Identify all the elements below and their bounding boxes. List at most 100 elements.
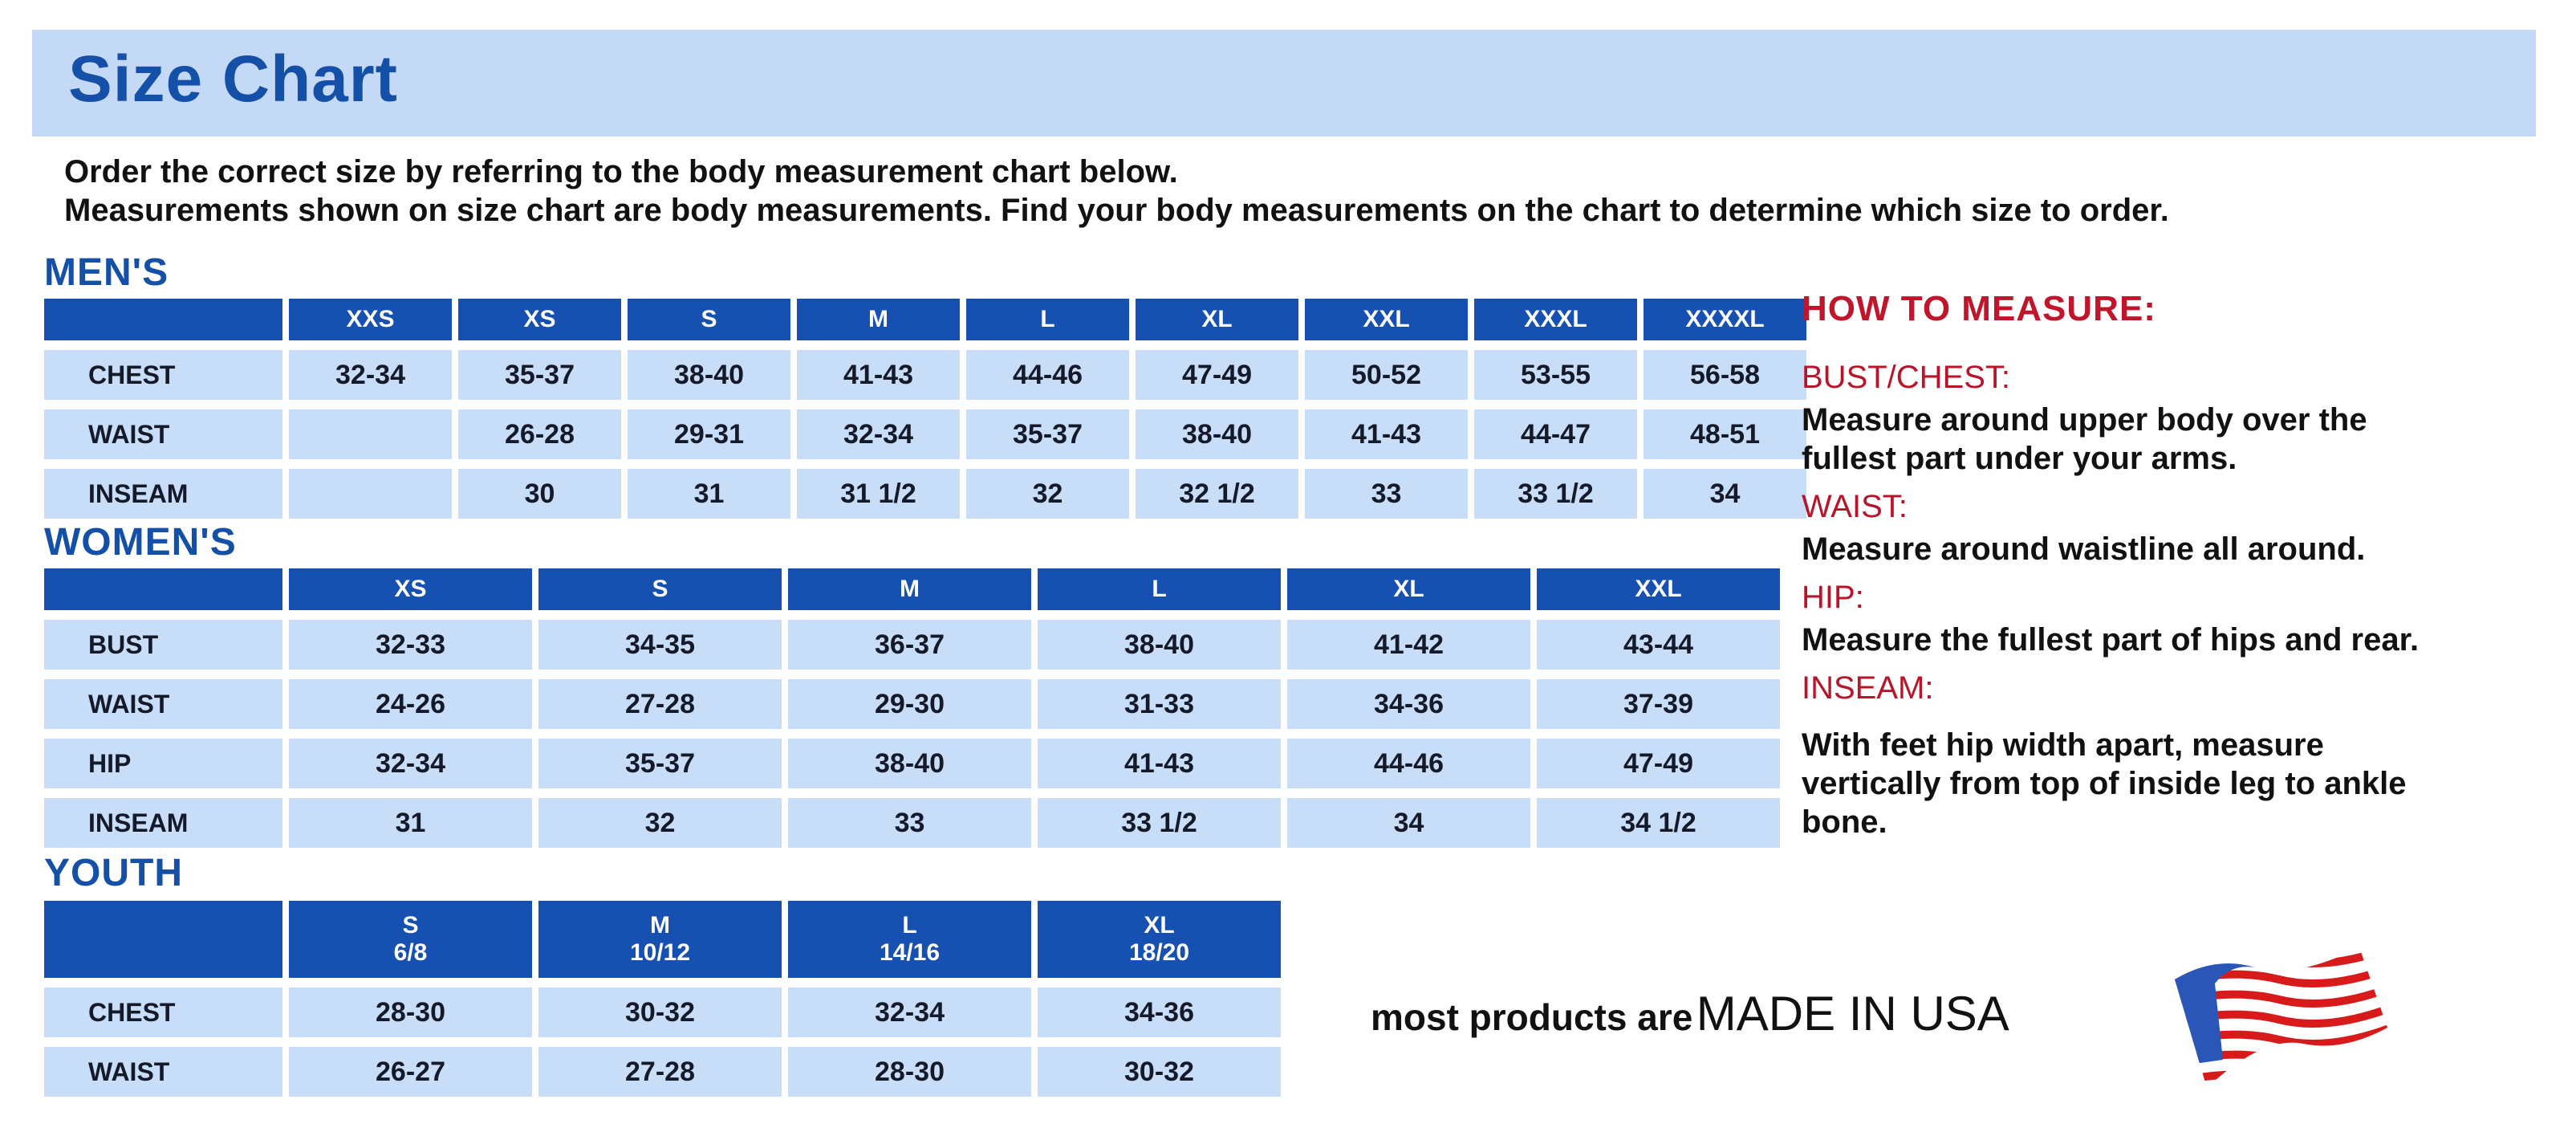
size-header-cell: L	[1038, 568, 1281, 610]
size-header-cell: XXXXL	[1644, 299, 1806, 340]
table-row: CHEST 28-30 30-32 32-34 34-36	[44, 987, 1287, 1037]
measurement-cell: 28-30	[289, 987, 532, 1037]
measurement-cell: 37-39	[1537, 679, 1780, 729]
measurement-cell: 38-40	[1038, 620, 1281, 670]
measurement-cell: 34-35	[538, 620, 782, 670]
table-row: HIP 32-34 35-37 38-40 41-43 44-46 47-49	[44, 739, 1786, 788]
measurement-cell: 32 1/2	[1136, 469, 1298, 519]
size-label: M	[868, 306, 888, 332]
us-flag-icon	[2175, 947, 2387, 1088]
row-label: HIP	[44, 739, 282, 788]
intro-line: Order the correct size by referring to t…	[64, 154, 1178, 189]
measurement-cell: 31 1/2	[797, 469, 960, 519]
measurement-cell: 27-28	[538, 679, 782, 729]
size-label: M	[650, 912, 670, 939]
size-header-cell: XXS	[289, 299, 452, 340]
measure-label: BUST/CHEST:	[1802, 360, 2011, 395]
size-label: XXL	[1363, 306, 1410, 332]
measurement-cell: 47-49	[1537, 739, 1780, 788]
measurement-cell: 32-33	[289, 620, 532, 670]
table-row: WAIST 26-28 29-31 32-34 35-37 38-40 41-43 44-47…	[44, 409, 1813, 459]
mens-size-table: XXS XS S M L XL XXL XXXL XXXXL CHEST 32-34 35-37 38-…	[44, 299, 1813, 528]
youth-size-table: S 6/8 M 10/12 L 14/16 XL 18/20 CHEST 28-30 30-32 32…	[44, 901, 1287, 1106]
measurement-cell: 41-43	[1305, 409, 1468, 459]
size-header-cell: M	[797, 299, 960, 340]
size-label: XXS	[346, 306, 395, 332]
measurement-cell: 33 1/2	[1038, 798, 1281, 848]
measurement-cell: 41-43	[797, 350, 960, 400]
measurement-cell: 34	[1287, 798, 1530, 848]
measurement-cell: 33 1/2	[1474, 469, 1637, 519]
measurement-cell: 33	[788, 798, 1031, 848]
size-label: 10/12	[629, 939, 691, 966]
size-label: 18/20	[1128, 939, 1190, 966]
measurement-cell: 56-58	[1644, 350, 1806, 400]
measurement-cell: 38-40	[1136, 409, 1298, 459]
size-header-cell: XXL	[1537, 568, 1780, 610]
measurement-cell: 35-37	[538, 739, 782, 788]
measurement-cell: 44-46	[966, 350, 1129, 400]
measurement-cell: 41-43	[1038, 739, 1281, 788]
youth-label: YOUTH	[44, 852, 183, 894]
measure-text: With feet hip width apart, measure verti…	[1802, 727, 2407, 840]
intro-text: Order the correct size by referring to t…	[64, 153, 2169, 230]
size-label: XL	[1201, 306, 1233, 332]
size-header-cell: XL 18/20	[1038, 901, 1281, 978]
measurement-cell: 44-47	[1474, 409, 1637, 459]
measure-text: Measure around upper body over the fulle…	[1802, 402, 2367, 476]
measurement-cell: 32	[966, 469, 1129, 519]
size-label: M	[900, 576, 920, 602]
measurement-cell: 31	[289, 798, 532, 848]
size-header-cell: XS	[458, 299, 621, 340]
measurement-cell: 32-34	[289, 739, 532, 788]
row-label: WAIST	[44, 679, 282, 729]
measurement-cell: 26-27	[289, 1047, 532, 1097]
table-header-row: S 6/8 M 10/12 L 14/16 XL 18/20	[44, 901, 1287, 978]
measurement-cell: 44-46	[1287, 739, 1530, 788]
table-row: BUST 32-33 34-35 36-37 38-40 41-42 43-44	[44, 620, 1786, 670]
measurement-cell: 24-26	[289, 679, 532, 729]
measurement-cell: 43-44	[1537, 620, 1780, 670]
size-label: XXL	[1635, 576, 1682, 602]
intro-line: Measurements shown on size chart are bod…	[64, 193, 2169, 228]
measurement-cell: 31	[628, 469, 790, 519]
measurement-cell	[289, 409, 452, 459]
measurement-cell: 48-51	[1644, 409, 1806, 459]
measurement-cell: 41-42	[1287, 620, 1530, 670]
mens-label: MEN'S	[44, 251, 169, 294]
measurement-cell: 29-30	[788, 679, 1031, 729]
how-to-measure-heading: HOW TO MEASURE:	[1802, 289, 2156, 328]
page-title: Size Chart	[68, 43, 398, 116]
size-label: S	[701, 306, 717, 332]
row-label: INSEAM	[44, 798, 282, 848]
measurement-cell: 32-34	[788, 987, 1031, 1037]
measurement-cell: 32-34	[289, 350, 452, 400]
size-header-cell: S 6/8	[289, 901, 532, 978]
womens-size-table: XS S M L XL XXL BUST 32-33 34-35 36-37 38-40 41-42 4…	[44, 568, 1786, 857]
size-label: S	[402, 912, 419, 939]
measurement-cell: 50-52	[1305, 350, 1468, 400]
measurement-cell: 26-28	[458, 409, 621, 459]
measurement-cell: 30	[458, 469, 621, 519]
measurement-cell: 32-34	[797, 409, 960, 459]
size-label: XS	[523, 306, 556, 332]
measurement-cell	[289, 469, 452, 519]
measurement-cell: 30-32	[538, 987, 782, 1037]
size-label: 14/16	[879, 939, 941, 966]
table-header-row: XS S M L XL XXL	[44, 568, 1786, 610]
size-header-cell: M	[788, 568, 1031, 610]
measurement-cell: 53-55	[1474, 350, 1637, 400]
size-label: L	[1040, 306, 1055, 332]
size-header-cell: M 10/12	[538, 901, 782, 978]
table-row: CHEST 32-34 35-37 38-40 41-43 44-46 47-49 50-52…	[44, 350, 1813, 400]
womens-label: WOMEN'S	[44, 521, 237, 564]
size-header-cell: XXXL	[1474, 299, 1637, 340]
size-label: XS	[394, 576, 427, 602]
header-corner-cell	[44, 568, 282, 610]
size-header-cell: XL	[1287, 568, 1530, 610]
measurement-cell: 33	[1305, 469, 1468, 519]
measure-text: Measure the fullest part of hips and rea…	[1802, 622, 2420, 658]
size-label: XXXL	[1524, 306, 1587, 332]
size-label: L	[902, 912, 917, 939]
made-in-usa: most products are MADE IN USA	[1371, 986, 2009, 1041]
